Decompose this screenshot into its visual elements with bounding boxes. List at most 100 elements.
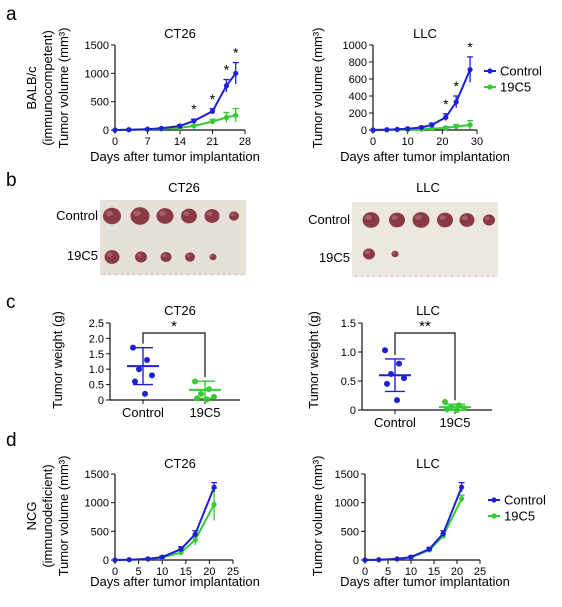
tumor-specimens: [103, 207, 495, 278]
y-tick-label: 500: [91, 97, 109, 109]
x-tick-label: 30: [471, 136, 483, 148]
series-line-control: [114, 72, 237, 131]
legend-marker: [491, 497, 497, 503]
tumor-highlight: [183, 211, 190, 217]
series-line-control: [114, 486, 216, 561]
data-point: [233, 70, 239, 76]
y-tick-label: 400: [349, 91, 367, 103]
y-tick-label: 0: [350, 405, 356, 417]
data-point: [145, 556, 151, 562]
x-tick-label: 20: [203, 566, 215, 578]
panel-b-right-title: LLC: [416, 180, 440, 195]
data-point: [211, 501, 217, 507]
data-point: [443, 125, 449, 131]
tumor: [103, 207, 121, 225]
data-point: [429, 126, 435, 132]
y-tick-label: 1.0: [89, 364, 104, 376]
panel-label-a: a: [6, 4, 17, 25]
data-point: [453, 124, 459, 130]
panel-b-left-row-control: Control: [56, 208, 98, 223]
y-tick-label: 0: [361, 125, 367, 137]
legend-marker: [487, 84, 493, 90]
tumor-highlight: [391, 215, 398, 221]
tumor: [391, 250, 399, 258]
panel-d-left-xlabel: Days after tumor implantation: [90, 574, 260, 589]
data-point: [112, 557, 118, 563]
y-tick-label: 2.5: [89, 318, 104, 330]
data-point: [440, 531, 446, 537]
chart-title: LLC: [416, 303, 440, 318]
data-point: [443, 114, 449, 120]
data-point: [144, 356, 150, 363]
data-point: [396, 360, 402, 367]
x-tick-label: 20: [436, 136, 448, 148]
data-point: [467, 122, 473, 128]
y-tick-label: 1000: [343, 40, 367, 52]
data-point: [405, 126, 411, 132]
data-point: [142, 390, 148, 397]
panel-b-left-title: CT26: [168, 180, 200, 195]
data-point: [394, 126, 400, 132]
tumor-highlight: [439, 215, 446, 221]
data-point: [159, 554, 165, 560]
tumor-highlight: [365, 214, 372, 220]
data-point: [191, 118, 197, 124]
y-tick-label: 1.5: [89, 349, 104, 361]
x-tick-label: 28: [239, 136, 251, 148]
panel-d-right-ylabel: Tumor volume (mm³): [310, 456, 325, 577]
x-tick-label: 5: [385, 566, 391, 578]
significance-mark: **: [419, 318, 431, 335]
y-tick-label: 0.5: [89, 380, 104, 392]
data-point: [223, 83, 230, 89]
data-point: [233, 112, 239, 118]
x-tick-label: 7: [144, 136, 150, 148]
significance-bracket: [394, 332, 456, 401]
data-point: [394, 397, 400, 404]
x-tick-label: 19C5: [439, 415, 470, 430]
x-tick-label: 0: [112, 566, 118, 578]
panel-c-left-ylabel: Tumor weight (g): [50, 311, 65, 409]
x-tick-label: 25: [227, 566, 239, 578]
x-tick-label: 20: [451, 566, 463, 578]
panel-a-ylabel-line3: Tumor volume (mm³): [56, 28, 71, 149]
data-point: [370, 127, 376, 133]
data-point: [223, 114, 230, 121]
panel-d-ylabel-line3: Tumor volume (mm³): [56, 456, 71, 577]
data-point: [192, 537, 198, 543]
legend-marker: [487, 68, 493, 74]
tumor-highlight: [484, 216, 490, 220]
tumor-highlight: [364, 250, 370, 254]
significance-bracket: [142, 332, 206, 378]
tumor: [135, 251, 147, 263]
x-tick-label: 25: [474, 566, 486, 578]
tumor-highlight: [210, 254, 214, 257]
x-tick-label: 10: [156, 566, 168, 578]
panel-label-c: c: [6, 292, 16, 313]
data-point: [384, 380, 390, 387]
tumor-highlight: [415, 214, 422, 220]
series-line-19c5: [114, 503, 215, 561]
significance-mark: *: [224, 62, 230, 78]
panel-a-ylabel-line2: (immunocompetent): [40, 30, 55, 146]
tumor: [160, 251, 172, 263]
chart-title: LLC: [413, 26, 437, 41]
y-tick-label: 1000: [85, 498, 109, 510]
panel-b-right-row-19c5: 19C5: [319, 250, 350, 265]
legend-label: Control: [500, 64, 542, 79]
data-point: [384, 127, 390, 133]
chart-title: CT26: [164, 456, 196, 471]
y-tick-label: 1500: [335, 469, 359, 481]
legend-marker: [491, 513, 497, 519]
data-point: [191, 123, 197, 129]
y-tick-label: 0: [103, 555, 109, 567]
data-point: [178, 546, 184, 552]
tumor-highlight: [461, 215, 468, 220]
tumor-highlight: [186, 254, 191, 257]
data-point: [211, 484, 217, 490]
legend-label: 19C5: [500, 80, 531, 95]
tumor: [130, 207, 150, 225]
x-tick-label: 0: [362, 566, 368, 578]
y-tick-label: 1500: [85, 469, 109, 481]
tumor-highlight: [106, 252, 113, 257]
